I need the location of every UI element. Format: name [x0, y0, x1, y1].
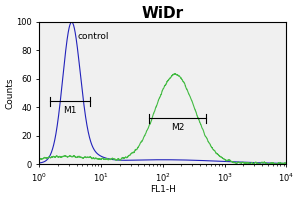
- Text: M2: M2: [171, 123, 184, 132]
- X-axis label: FL1-H: FL1-H: [150, 185, 176, 194]
- Title: WiDr: WiDr: [142, 6, 184, 21]
- Text: M1: M1: [64, 106, 77, 115]
- Y-axis label: Counts: Counts: [6, 77, 15, 109]
- Text: control: control: [78, 32, 109, 41]
